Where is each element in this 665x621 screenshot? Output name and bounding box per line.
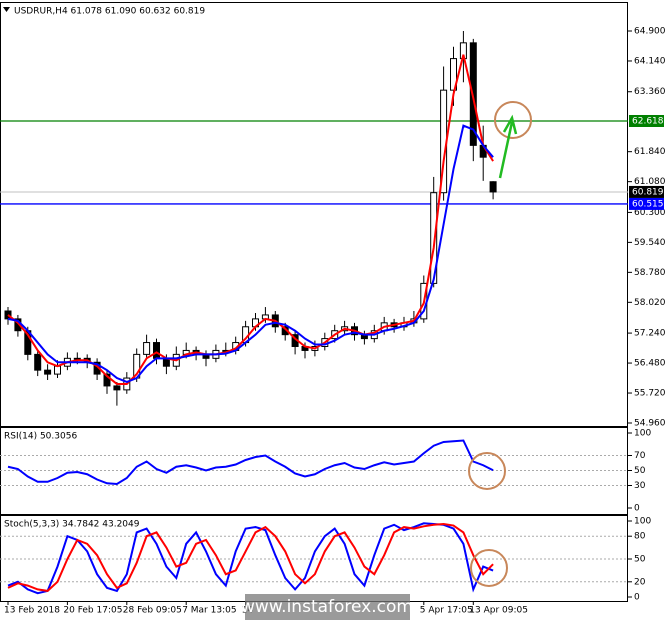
y-tick-label: 61.840 [634,147,665,157]
y-tick-label: 30 [634,481,646,491]
y-tick-label: 60.300 [634,208,665,218]
y-tick-label: 0 [634,593,640,603]
candle-body [143,342,151,355]
last-price-tag [629,185,664,198]
level-label: 62.618 [632,116,664,126]
x-tick-label: 7 Mar 13:05 [182,606,236,616]
y-tick-label: 100 [634,429,651,439]
candle-body [430,192,438,284]
panel-frame [0,2,628,427]
candle-body [103,373,111,387]
y-tick-label: 64.900 [634,27,665,37]
watermark-bg [245,594,410,620]
series-line [7,124,494,384]
y-tick-label: 54.960 [634,419,665,429]
last-price-label: 60.819 [632,187,664,197]
y-tick-label: 55.720 [634,389,665,399]
annotation-circle [468,452,506,490]
y-tick-label: 50 [634,466,646,476]
y-tick-label: 61.080 [634,177,665,187]
series-line [7,523,494,592]
y-tick-label: 59.540 [634,238,665,248]
x-tick-label: 5 Apr 17:05 [420,606,473,616]
candle-body [34,353,42,371]
x-tick-label: 13 Apr 09:05 [469,606,528,616]
y-tick-label: 50 [634,555,646,565]
panel-title: USDRUR,H4 61.078 61.090 60.632 60.819 [14,7,205,17]
candle-body [489,181,497,193]
y-tick-label: 58.780 [634,268,665,278]
y-tick-label: 57.240 [634,329,665,339]
annotation-circle [494,101,532,139]
candle-body [54,365,61,375]
y-tick-label: 64.140 [634,56,665,66]
candle-body [153,342,160,359]
panel-title: RSI(14) 50.3056 [4,432,77,442]
y-tick-label: 0 [634,504,640,514]
candle-body [73,357,81,360]
y-tick-label: 63.360 [634,87,665,97]
candle-body [44,369,52,375]
x-tick-label: 13 Feb 2018 [4,606,60,616]
y-tick-label: 20 [634,577,646,587]
level-label: 60.515 [632,199,664,209]
series-line [7,54,494,385]
y-tick-label: 56.480 [634,359,665,369]
level-tag [629,197,664,210]
annotation-arrow [498,114,518,179]
y-tick-label: 80 [634,532,646,542]
x-tick-label: 20 Feb 17:05 [63,606,122,616]
watermark: www.instaforex.com [241,597,413,617]
menu-arrow [3,7,10,12]
y-tick-label: 70 [634,451,646,461]
series-line [7,439,494,486]
y-tick-label: 58.020 [634,298,665,308]
level-tag [629,114,664,127]
x-tick-label: 28 Feb 09:05 [123,606,182,616]
annotation-circle [470,549,508,587]
panel-title: Stoch(5,3,3) 34.7842 43.2049 [4,520,140,530]
y-tick-label: 100 [634,517,651,527]
candle-body [113,385,121,391]
